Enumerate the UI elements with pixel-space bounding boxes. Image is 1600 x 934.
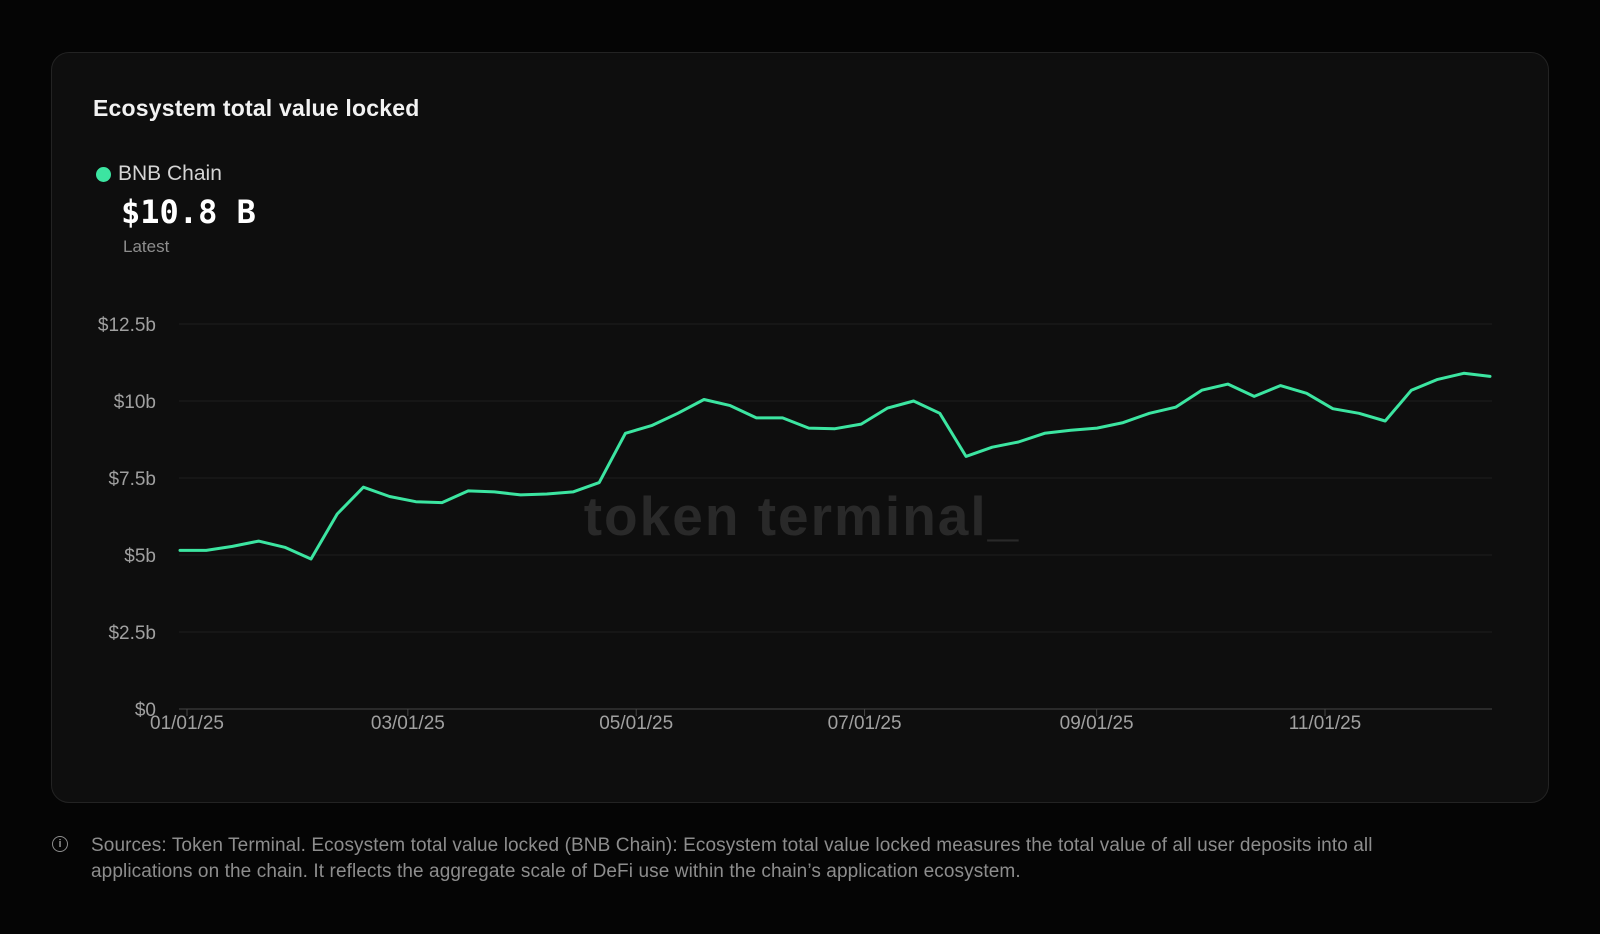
footer-description: Sources: Token Terminal. Ecosystem total… — [91, 833, 1373, 885]
svg-text:$10b: $10b — [114, 392, 156, 413]
token-terminal-watermark: token terminal_ — [584, 485, 1021, 547]
svg-text:$0: $0 — [135, 700, 156, 721]
chart-title: Ecosystem total value locked — [93, 95, 420, 121]
svg-text:09/01/25: 09/01/25 — [1060, 713, 1134, 734]
svg-text:$5b: $5b — [124, 546, 156, 567]
footer-line-2: applications on the chain. It reflects t… — [91, 861, 1021, 882]
series-label: BNB Chain — [118, 162, 222, 185]
legend-item-bnb-chain[interactable]: BNB Chain — [96, 162, 222, 186]
svg-text:$12.5b: $12.5b — [98, 315, 156, 336]
chart-card: Ecosystem total value locked BNB Chain $… — [51, 52, 1549, 803]
svg-text:$2.5b: $2.5b — [108, 623, 156, 644]
tvl-line-chart[interactable]: token terminal_ $0 $2.5b $5b $7.5b $10b $12.5… — [52, 53, 1549, 803]
footer-line-1: Sources: Token Terminal. Ecosystem total… — [91, 835, 1373, 856]
svg-text:03/01/25: 03/01/25 — [371, 713, 445, 734]
svg-text:$7.5b: $7.5b — [108, 469, 156, 490]
svg-text:05/01/25: 05/01/25 — [599, 713, 673, 734]
latest-value: $10.8 B — [121, 193, 256, 231]
svg-text:07/01/25: 07/01/25 — [828, 713, 902, 734]
svg-text:01/01/25: 01/01/25 — [150, 713, 224, 734]
series-dot-icon — [96, 166, 111, 182]
info-icon[interactable]: i — [52, 836, 68, 852]
latest-caption: Latest — [123, 237, 170, 256]
svg-text:11/01/25: 11/01/25 — [1289, 713, 1362, 734]
footer: i Sources: Token Terminal. Ecosystem tot… — [52, 833, 1373, 885]
